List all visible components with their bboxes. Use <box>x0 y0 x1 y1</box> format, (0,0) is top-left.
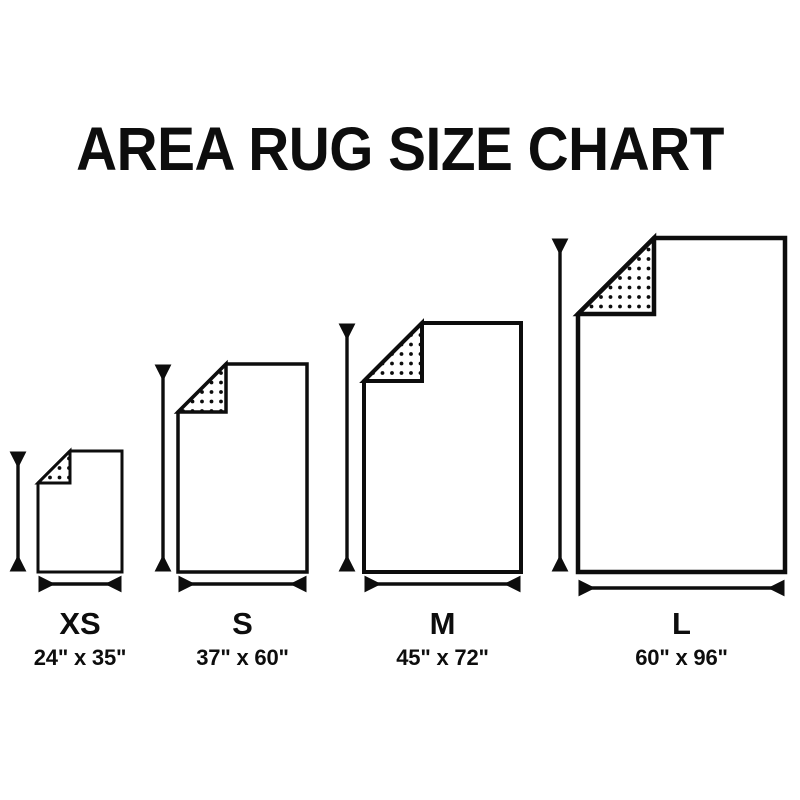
size-dimensions-label-xs: 24" x 35" <box>34 645 126 670</box>
size-dimensions-label-l: 60" x 96" <box>635 645 727 670</box>
size-code-label-xs: XS <box>59 606 100 641</box>
size-dimensions-label-m: 45" x 72" <box>396 645 488 670</box>
rug-s: S 37" x 60" <box>154 359 309 670</box>
size-code-label-s: S <box>232 606 253 641</box>
fold-corner-s <box>173 359 228 414</box>
rug-group-layer: XS 24" x 35" S 37" x 60" M 45" x 72" L 60" x 96… <box>9 232 788 670</box>
rug-l: L 60" x 96" <box>551 232 788 670</box>
size-code-label-l: L <box>672 606 691 641</box>
page-title: AREA RUG SIZE CHART <box>76 115 724 183</box>
size-dimensions-label-s: 37" x 60" <box>196 645 288 670</box>
fold-corner-m <box>359 318 424 383</box>
rug-m: M 45" x 72" <box>338 318 523 670</box>
size-code-label-m: M <box>430 606 456 641</box>
rug-xs: XS 24" x 35" <box>9 447 126 670</box>
fold-corner-xs <box>34 447 72 485</box>
fold-corner-l <box>572 232 657 317</box>
